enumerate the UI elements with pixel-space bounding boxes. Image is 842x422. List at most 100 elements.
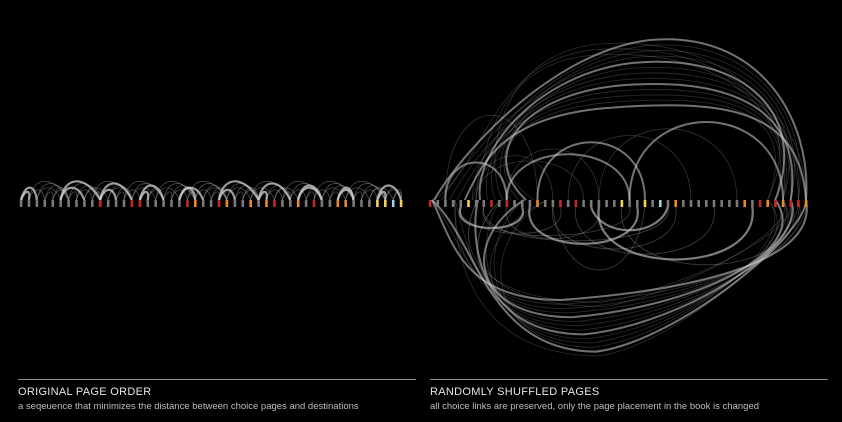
right-page-mark	[574, 200, 578, 207]
right-page-mark	[751, 200, 754, 207]
left-link-arc	[361, 189, 378, 201]
left-link-arc	[186, 191, 196, 201]
left-link-arc	[250, 187, 275, 201]
right-link-arch	[567, 135, 692, 201]
right-panel-subtitle: all choice links are preserved, only the…	[430, 401, 760, 412]
left-page-mark	[67, 200, 70, 207]
left-page-mark	[83, 200, 86, 207]
left-page-mark	[186, 200, 189, 207]
left-link-arc	[163, 191, 173, 201]
left-link-arc	[273, 187, 299, 201]
left-link-arc	[19, 186, 38, 201]
right-page-mark	[513, 200, 516, 207]
left-page-mark	[122, 200, 126, 207]
left-page-mark	[51, 200, 55, 207]
left-link-arc	[226, 187, 251, 201]
left-page-mark	[75, 200, 78, 207]
left-link-arc	[76, 185, 101, 201]
left-link-arc	[242, 189, 259, 201]
left-link-arc	[115, 191, 125, 201]
right-link-arch	[475, 160, 584, 201]
left-page-mark	[217, 200, 221, 207]
left-panel-caption: ORIGINAL PAGE ORDER a seqeuence that min…	[18, 379, 416, 413]
left-link-arc	[171, 189, 188, 201]
left-link-arc	[59, 180, 102, 201]
left-link-arc	[336, 186, 355, 201]
right-link-arch	[475, 155, 554, 201]
left-page-mark	[19, 200, 23, 207]
left-link-arc	[194, 189, 212, 201]
right-page-mark	[459, 200, 463, 207]
left-page-mark	[281, 200, 284, 207]
left-link-arc	[28, 189, 46, 201]
right-link-arc	[552, 206, 677, 250]
right-page-mark	[720, 200, 723, 207]
right-page-mark	[628, 200, 631, 207]
right-page-mark	[636, 200, 639, 207]
left-link-arc	[44, 185, 69, 201]
left-link-arc	[99, 182, 133, 201]
left-page-mark	[146, 200, 150, 207]
right-link-arch	[505, 153, 631, 201]
left-panel-links	[19, 180, 403, 201]
right-link-arc	[482, 206, 562, 234]
right-page-mark	[497, 200, 501, 207]
left-page-mark	[27, 200, 31, 207]
right-page-mark	[543, 200, 547, 207]
left-page-mark	[384, 200, 387, 207]
left-link-arc	[28, 181, 69, 201]
left-link-arc	[68, 183, 101, 201]
right-page-mark	[589, 200, 593, 207]
right-link-loop	[454, 44, 801, 305]
left-link-arc	[123, 181, 164, 201]
right-page-mark	[505, 200, 509, 207]
left-page-mark	[399, 200, 403, 207]
left-page-mark	[138, 200, 142, 207]
left-page-mark	[91, 200, 94, 207]
left-link-arc	[353, 191, 363, 201]
left-page-mark	[241, 200, 245, 207]
right-page-mark	[490, 200, 493, 207]
left-page-mark	[114, 200, 118, 207]
left-link-arc	[147, 189, 164, 201]
right-page-mark	[689, 200, 693, 207]
left-link-arc	[297, 184, 323, 201]
right-page-mark	[482, 200, 486, 207]
left-link-arc	[107, 187, 133, 201]
left-panel-page-strip	[19, 200, 403, 207]
left-link-arc	[392, 189, 402, 201]
right-page-mark	[674, 200, 677, 207]
left-link-arc	[234, 191, 244, 201]
right-page-mark	[766, 200, 769, 207]
left-page-mark	[59, 200, 62, 207]
left-link-arc	[313, 181, 354, 201]
left-link-arc	[266, 189, 283, 201]
left-link-arc	[345, 187, 370, 201]
left-page-mark	[201, 200, 205, 207]
left-page-mark	[273, 200, 276, 207]
right-page-mark	[651, 200, 654, 207]
right-page-mark	[597, 200, 601, 207]
left-page-mark	[249, 200, 252, 207]
right-panel-caption: RANDOMLY SHUFFLED PAGES all choice links…	[430, 379, 828, 413]
right-page-mark	[566, 200, 570, 207]
left-panel-title: ORIGINAL PAGE ORDER	[18, 386, 152, 398]
right-page-mark	[520, 200, 524, 207]
right-page-mark	[474, 200, 478, 207]
left-link-arc	[210, 187, 228, 201]
left-link-arc	[138, 184, 165, 201]
left-link-arc	[83, 187, 101, 201]
left-link-arc	[52, 189, 69, 201]
left-link-arc	[52, 187, 69, 201]
left-page-mark	[336, 200, 340, 207]
left-page-mark	[352, 200, 355, 207]
left-link-arc	[163, 183, 196, 201]
right-page-mark	[559, 200, 562, 207]
left-link-arc	[321, 183, 354, 201]
left-link-arc	[384, 189, 402, 201]
right-link-arch	[506, 148, 600, 201]
left-link-arc	[353, 183, 386, 201]
left-page-mark	[344, 200, 347, 207]
right-page-mark	[444, 200, 447, 207]
right-page-mark	[620, 200, 624, 207]
